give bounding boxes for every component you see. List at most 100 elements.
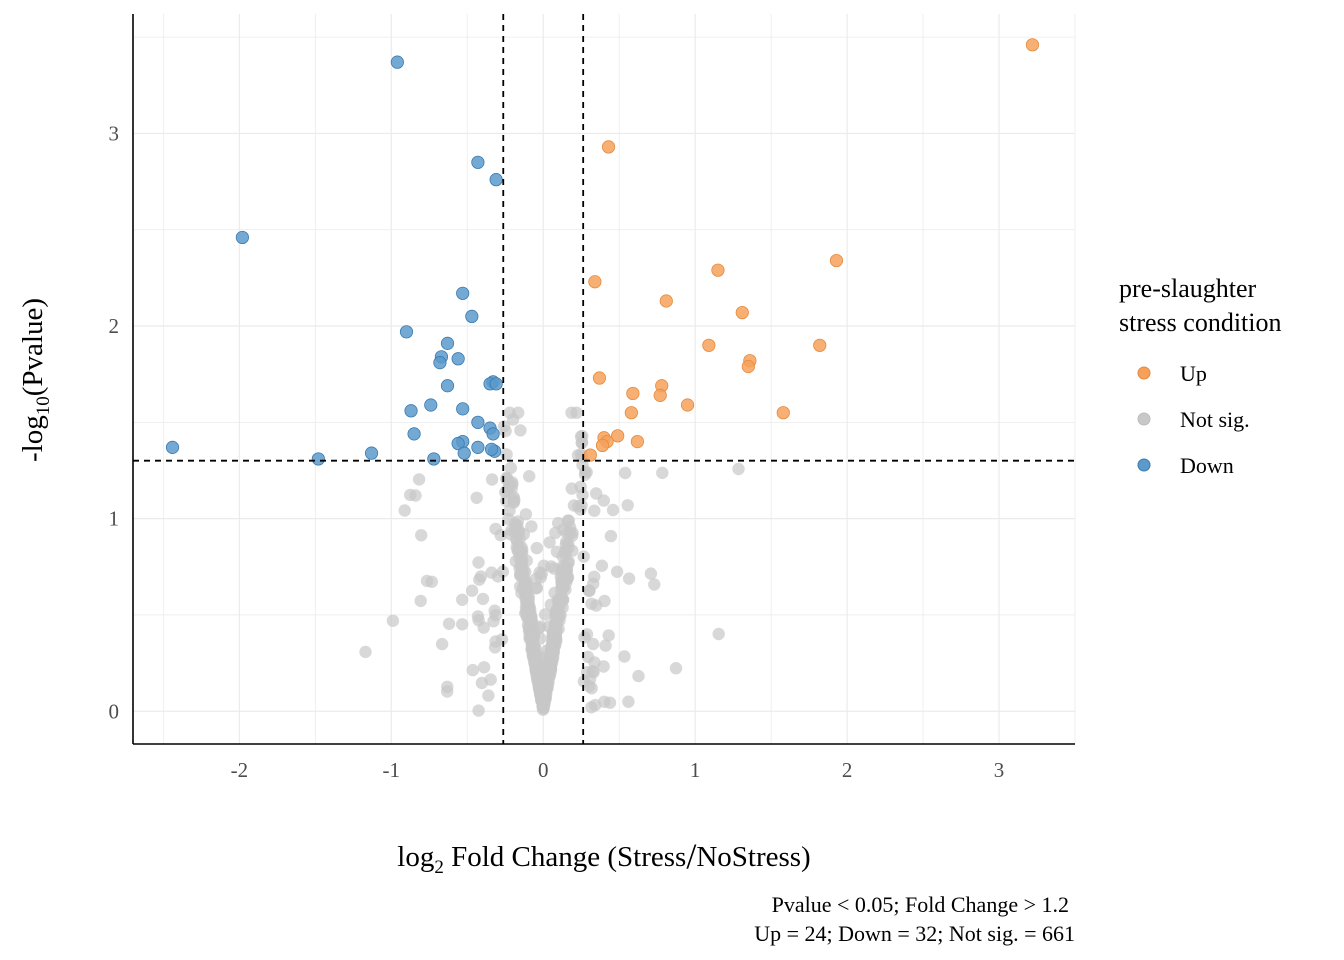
point-down xyxy=(404,404,418,418)
point-down xyxy=(489,377,503,391)
point-not-sig xyxy=(578,631,591,644)
point-not-sig xyxy=(477,661,491,674)
point-not-sig xyxy=(506,413,520,426)
point-not-sig xyxy=(604,529,618,543)
legend-label-not-sig: Not sig. xyxy=(1180,407,1250,432)
point-not-sig xyxy=(514,424,527,437)
point-not-sig xyxy=(482,689,495,702)
point-not-sig xyxy=(491,570,505,583)
point-up xyxy=(624,406,638,420)
point-up xyxy=(711,263,725,277)
point-not-sig xyxy=(588,570,601,583)
point-down xyxy=(364,446,379,460)
point-not-sig xyxy=(525,520,538,533)
point-not-sig xyxy=(386,614,400,627)
point-not-sig xyxy=(535,567,548,580)
legend-key-not-sig xyxy=(1137,412,1151,426)
point-not-sig xyxy=(470,491,483,504)
point-not-sig xyxy=(485,473,499,486)
tick-labels: -2 -1 0 1 2 3 0 1 2 3 xyxy=(109,121,1005,782)
point-not-sig xyxy=(500,448,513,461)
point-not-sig xyxy=(472,556,485,569)
point-not-sig xyxy=(472,704,485,717)
x-tick-label: 1 xyxy=(690,758,701,782)
point-not-sig xyxy=(535,694,548,708)
point-down xyxy=(489,173,503,187)
point-not-sig xyxy=(499,424,512,438)
point-not-sig xyxy=(712,627,725,641)
caption-thresholds: Pvalue < 0.05; Fold Change > 1.2 xyxy=(772,892,1069,917)
point-not-sig xyxy=(595,559,609,572)
point-not-sig xyxy=(549,526,562,540)
point-down xyxy=(456,286,470,300)
point-not-sig xyxy=(578,468,592,481)
x-tick-label: -2 xyxy=(231,758,249,782)
point-not-sig xyxy=(599,639,612,652)
point-not-sig xyxy=(512,524,526,537)
point-not-sig xyxy=(622,695,635,708)
point-up xyxy=(653,388,667,402)
point-down xyxy=(486,427,500,441)
point-not-sig xyxy=(518,576,532,589)
point-up xyxy=(611,429,625,443)
point-down xyxy=(235,230,249,245)
point-not-sig xyxy=(669,662,683,675)
legend-label-up: Up xyxy=(1180,361,1207,386)
point-not-sig xyxy=(574,448,588,461)
point-not-sig xyxy=(523,470,536,483)
point-down xyxy=(457,446,471,460)
point-down xyxy=(433,356,447,370)
point-up xyxy=(813,338,827,352)
point-down xyxy=(427,452,441,466)
y-tick-label: 0 xyxy=(109,699,120,723)
point-not-sig xyxy=(538,608,552,621)
point-not-sig xyxy=(577,675,591,688)
not-significant-points xyxy=(359,406,745,717)
point-not-sig xyxy=(644,567,658,580)
point-not-sig xyxy=(530,652,543,666)
point-not-sig xyxy=(398,504,411,517)
point-not-sig xyxy=(474,570,488,583)
point-up xyxy=(735,305,749,320)
point-not-sig xyxy=(565,406,578,419)
point-up xyxy=(702,338,716,352)
point-not-sig xyxy=(621,499,634,512)
point-not-sig xyxy=(532,667,546,680)
point-not-sig xyxy=(606,503,620,517)
point-up xyxy=(601,140,616,154)
point-not-sig xyxy=(530,581,543,595)
x-tick-label: 0 xyxy=(538,758,549,782)
point-up xyxy=(741,359,755,374)
point-not-sig xyxy=(505,482,518,495)
point-not-sig xyxy=(618,650,631,663)
grid-lines xyxy=(133,14,1076,744)
point-not-sig xyxy=(546,642,559,655)
point-not-sig xyxy=(548,562,561,575)
point-not-sig xyxy=(526,625,539,639)
point-not-sig xyxy=(656,466,669,480)
point-not-sig xyxy=(588,504,601,517)
point-down xyxy=(165,440,180,454)
point-down xyxy=(399,325,414,339)
point-not-sig xyxy=(409,489,422,502)
legend-key-up xyxy=(1137,366,1151,380)
point-not-sig xyxy=(515,541,528,554)
threshold-lines xyxy=(133,14,1075,744)
point-up xyxy=(583,448,597,462)
point-not-sig xyxy=(574,430,588,443)
x-tick-label: 2 xyxy=(842,758,853,782)
point-not-sig xyxy=(581,650,595,664)
point-not-sig xyxy=(534,680,548,693)
point-down xyxy=(440,379,455,393)
y-tick-label: 2 xyxy=(109,314,120,338)
point-not-sig xyxy=(602,629,615,642)
point-not-sig xyxy=(559,549,572,562)
point-not-sig xyxy=(574,503,587,516)
point-down xyxy=(465,309,479,324)
point-not-sig xyxy=(556,580,569,593)
point-not-sig xyxy=(415,529,428,542)
point-not-sig xyxy=(583,584,596,597)
point-up xyxy=(829,253,844,268)
point-not-sig xyxy=(442,617,456,630)
